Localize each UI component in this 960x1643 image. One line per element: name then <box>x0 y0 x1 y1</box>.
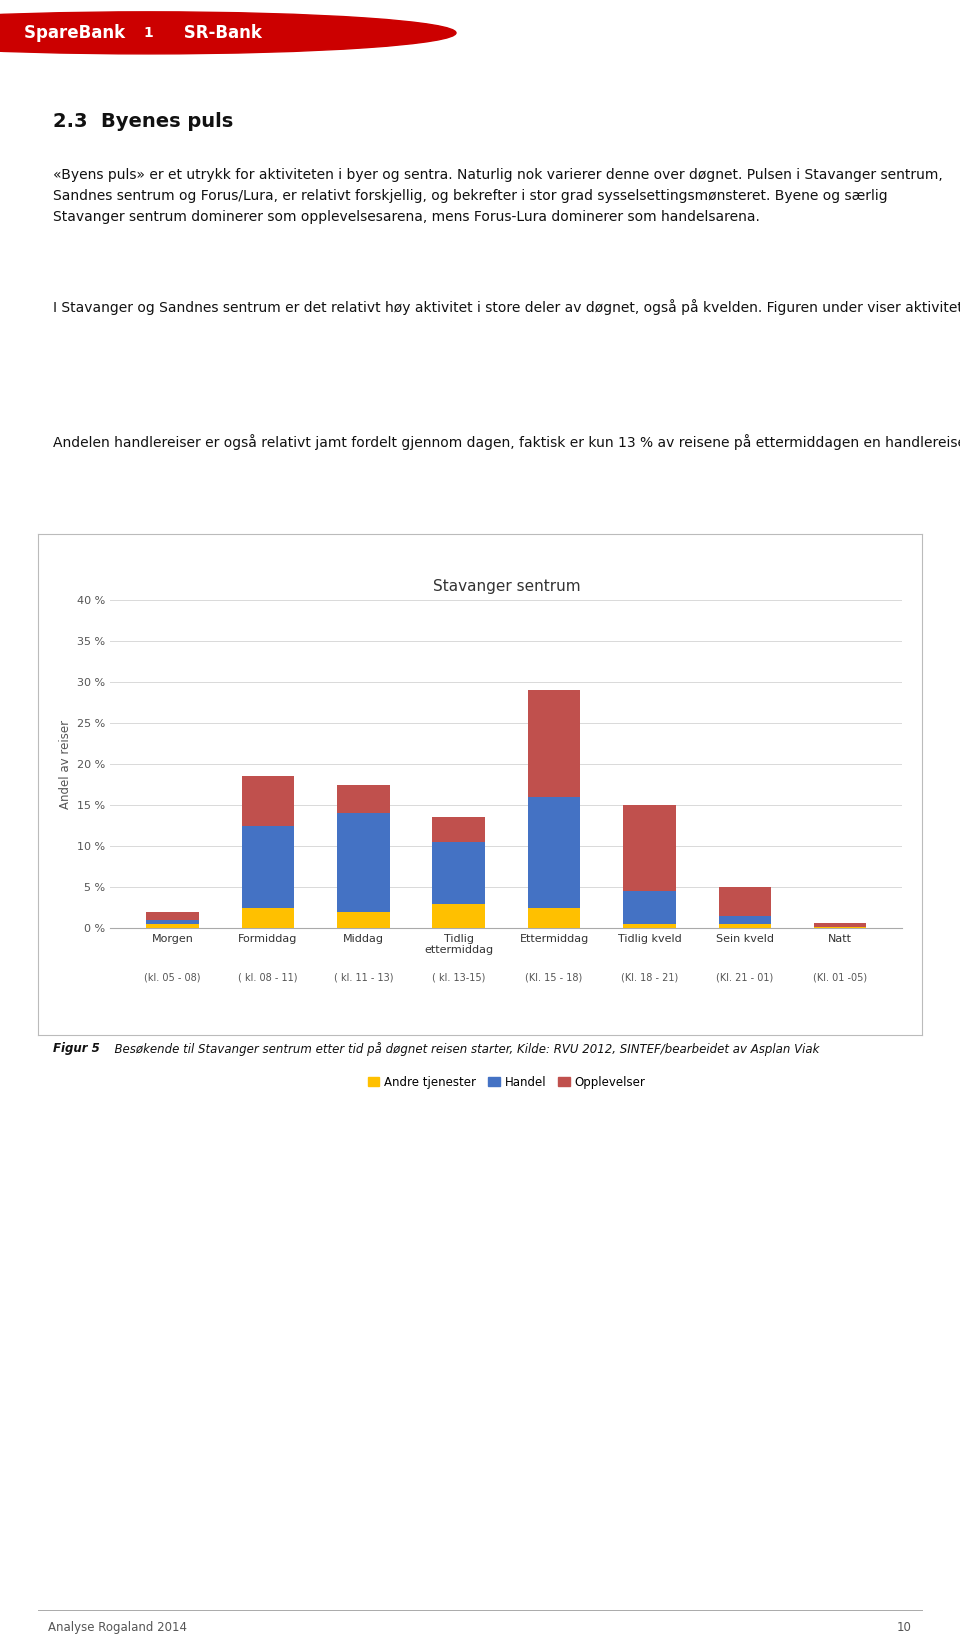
Text: Besøkende til Stavanger sentrum etter tid på døgnet reisen starter, Kilde: RVU 2: Besøkende til Stavanger sentrum etter ti… <box>108 1042 820 1056</box>
Bar <box>147 923 199 928</box>
Text: ( kl. 11 - 13): ( kl. 11 - 13) <box>334 973 393 983</box>
Bar <box>337 784 390 813</box>
Bar <box>433 817 485 841</box>
Legend: Andre tjenester, Handel, Opplevelser: Andre tjenester, Handel, Opplevelser <box>363 1071 650 1093</box>
Text: 10: 10 <box>898 1622 912 1633</box>
Text: VAREHANDELSRAPPORTEN: VAREHANDELSRAPPORTEN <box>746 26 936 39</box>
Bar <box>623 805 676 891</box>
Text: Figur 5: Figur 5 <box>53 1042 100 1055</box>
Bar <box>147 912 199 920</box>
Text: SR-Bank: SR-Bank <box>178 25 261 41</box>
Text: (Kl. 01 -05): (Kl. 01 -05) <box>813 973 867 983</box>
Bar <box>528 907 580 928</box>
Bar <box>433 841 485 904</box>
Bar <box>528 797 580 907</box>
Title: Stavanger sentrum: Stavanger sentrum <box>433 580 580 595</box>
Bar <box>242 825 294 907</box>
Bar <box>147 920 199 923</box>
Text: «Byens puls» er et utrykk for aktiviteten i byer og sentra. Naturlig nok variere: «Byens puls» er et utrykk for aktivitete… <box>53 168 943 223</box>
Text: (Kl. 18 - 21): (Kl. 18 - 21) <box>621 973 678 983</box>
Text: I Stavanger og Sandnes sentrum er det relativt høy aktivitet i store deler av dø: I Stavanger og Sandnes sentrum er det re… <box>53 299 960 315</box>
Circle shape <box>0 12 456 54</box>
Bar <box>719 917 771 923</box>
Bar <box>814 923 867 927</box>
Text: SpareBank: SpareBank <box>24 25 131 41</box>
Bar <box>623 923 676 928</box>
Bar <box>623 891 676 923</box>
Text: Andelen handlereiser er også relativt jamt fordelt gjennom dagen, faktisk er kun: Andelen handlereiser er også relativt ja… <box>53 434 960 450</box>
Text: ( kl. 13-15): ( kl. 13-15) <box>432 973 486 983</box>
Bar <box>528 690 580 797</box>
Bar <box>337 912 390 928</box>
Bar <box>337 813 390 912</box>
Bar <box>242 777 294 825</box>
Y-axis label: Andel av reiser: Andel av reiser <box>59 720 72 808</box>
Text: 2014: 2014 <box>898 26 936 39</box>
Text: 1: 1 <box>144 26 154 39</box>
Text: ( kl. 08 - 11): ( kl. 08 - 11) <box>238 973 298 983</box>
Text: (Kl. 15 - 18): (Kl. 15 - 18) <box>525 973 583 983</box>
Bar <box>433 904 485 928</box>
Text: Analyse Rogaland 2014: Analyse Rogaland 2014 <box>48 1622 187 1633</box>
Bar <box>242 907 294 928</box>
Bar <box>719 887 771 917</box>
Bar <box>719 923 771 928</box>
Text: 2.3  Byenes puls: 2.3 Byenes puls <box>53 112 233 131</box>
Text: (Kl. 21 - 01): (Kl. 21 - 01) <box>716 973 774 983</box>
Text: (kl. 05 - 08): (kl. 05 - 08) <box>144 973 201 983</box>
